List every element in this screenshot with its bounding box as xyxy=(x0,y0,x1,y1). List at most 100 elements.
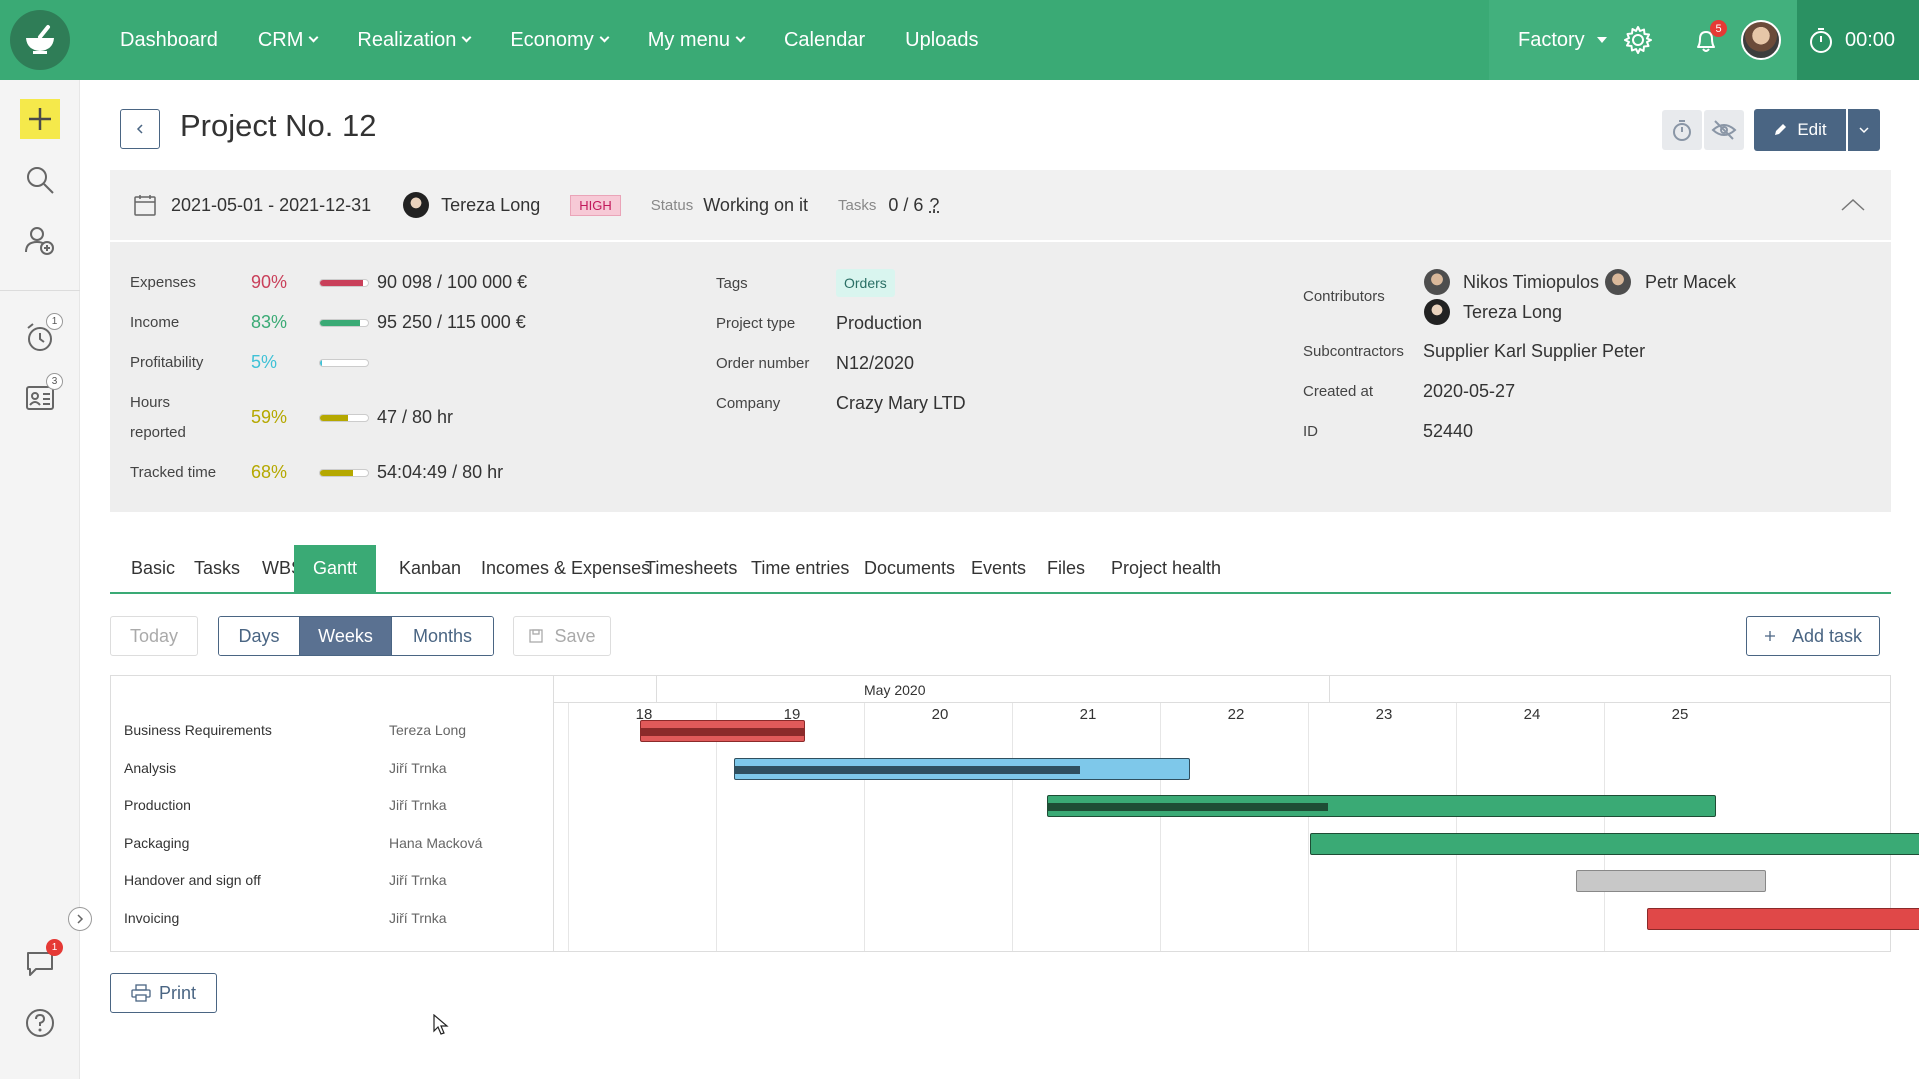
add-task-label: Add task xyxy=(1792,626,1862,647)
gantt-week-gridline xyxy=(568,703,569,951)
nav-item-dashboard[interactable]: Dashboard xyxy=(120,29,218,52)
gantt-task-name[interactable]: Analysis xyxy=(124,760,176,776)
project-type-label: Project type xyxy=(716,315,795,332)
help-icon xyxy=(24,1007,56,1039)
gantt-week-gridline xyxy=(1012,703,1013,951)
tab-basic[interactable]: Basic xyxy=(131,545,175,592)
chevron-right-icon xyxy=(75,914,85,924)
nav-item-uploads[interactable]: Uploads xyxy=(905,29,978,52)
scale-months-button[interactable]: Months xyxy=(392,617,493,655)
gantt-week-label: 20 xyxy=(925,706,955,723)
tag-chip[interactable]: Orders xyxy=(836,269,895,297)
gantt-task-bar[interactable] xyxy=(1047,795,1716,817)
chevron-up-icon[interactable] xyxy=(1840,197,1866,213)
tab-documents[interactable]: Documents xyxy=(864,545,955,592)
stopwatch-icon xyxy=(1807,26,1835,54)
nav-item-economy[interactable]: Economy xyxy=(510,29,607,52)
chevron-down-icon xyxy=(736,33,746,43)
status-value[interactable]: Working on it xyxy=(703,195,808,216)
nav-item-label: Economy xyxy=(510,29,593,52)
add-contact-button[interactable] xyxy=(20,220,60,260)
gantt-task-bar[interactable] xyxy=(640,720,806,742)
chevron-left-icon xyxy=(134,123,146,135)
metric-label-tracked: Tracked time xyxy=(130,464,216,481)
unfollow-button[interactable] xyxy=(1704,110,1744,150)
chat-button[interactable]: 1 xyxy=(20,943,60,983)
metric-bar-tracked xyxy=(319,469,369,477)
gantt-task-assignee: Jiří Trnka xyxy=(389,760,447,776)
timer-value: 00:00 xyxy=(1845,29,1895,52)
add-task-button[interactable]: Add task xyxy=(1746,616,1880,656)
print-button[interactable]: Print xyxy=(110,973,217,1013)
metric-value-income: 95 250 / 115 000 € xyxy=(377,312,526,333)
gantt-week-gridline xyxy=(1456,703,1457,951)
nav-item-realization[interactable]: Realization xyxy=(357,29,470,52)
metric-value-tracked: 54:04:49 / 80 hr xyxy=(377,462,503,483)
nav-item-calendar[interactable]: Calendar xyxy=(784,29,865,52)
chevron-down-icon xyxy=(599,33,609,43)
gantt-task-name[interactable]: Invoicing xyxy=(124,910,179,926)
user-avatar[interactable] xyxy=(1741,20,1781,60)
quick-add-button[interactable] xyxy=(20,99,60,139)
id-label: ID xyxy=(1303,423,1318,440)
edit-dropdown-button[interactable] xyxy=(1848,109,1880,151)
settings-button[interactable] xyxy=(1620,22,1656,58)
project-owner[interactable]: Tereza Long xyxy=(441,195,540,216)
tab-time-entries[interactable]: Time entries xyxy=(751,545,849,592)
gantt-task-bar[interactable] xyxy=(1576,870,1765,892)
save-button[interactable]: Save xyxy=(513,616,611,656)
notifications-button[interactable]: 5 xyxy=(1688,22,1724,58)
order-number-value: N12/2020 xyxy=(836,353,914,374)
save-button-label: Save xyxy=(554,626,595,647)
subcontractor-name[interactable]: Supplier Karl xyxy=(1423,341,1526,362)
gantt-task-assignee: Hana Macková xyxy=(389,835,482,851)
eye-off-icon xyxy=(1711,118,1737,142)
gantt-task-bar[interactable] xyxy=(1647,908,1919,930)
start-timer-button[interactable] xyxy=(1662,110,1702,150)
tab-files[interactable]: Files xyxy=(1047,545,1085,592)
tab-project-health[interactable]: Project health xyxy=(1111,545,1221,592)
nav-item-crm[interactable]: CRM xyxy=(258,29,318,52)
company-value[interactable]: Crazy Mary LTD xyxy=(836,393,966,414)
metric-value-expenses: 90 098 / 100 000 € xyxy=(377,272,527,293)
tab-timesheets[interactable]: Timesheets xyxy=(645,545,737,592)
tab-incomes-expenses[interactable]: Incomes & Expenses xyxy=(481,545,650,592)
scale-days-button[interactable]: Days xyxy=(219,617,299,655)
contacts-button[interactable]: 3 xyxy=(20,377,60,417)
back-button[interactable] xyxy=(120,109,160,149)
contributor-name[interactable]: Tereza Long xyxy=(1463,302,1562,323)
tab-gantt[interactable]: Gantt xyxy=(294,545,376,592)
print-button-label: Print xyxy=(159,983,196,1004)
metric-percent-tracked: 68% xyxy=(251,462,287,483)
gantt-task-name[interactable]: Handover and sign off xyxy=(124,872,261,888)
contributor-name[interactable]: Petr Macek xyxy=(1645,272,1736,293)
tab-tasks[interactable]: Tasks xyxy=(194,545,240,592)
nav-item-my-menu[interactable]: My menu xyxy=(648,29,744,52)
metric-bar-expenses xyxy=(319,279,369,287)
metric-bar-income xyxy=(319,319,369,327)
today-button[interactable]: Today xyxy=(110,616,198,656)
gantt-task-name[interactable]: Production xyxy=(124,797,191,813)
workspace-selector[interactable]: Factory xyxy=(1518,29,1607,52)
scale-weeks-button[interactable]: Weeks xyxy=(299,617,392,655)
reminders-button[interactable]: 1 xyxy=(20,317,60,357)
subcontractor-name[interactable]: Supplier Peter xyxy=(1531,341,1645,362)
metric-value-hours: 47 / 80 hr xyxy=(377,407,453,428)
edit-button[interactable]: Edit xyxy=(1754,109,1846,151)
tab-events[interactable]: Events xyxy=(971,545,1026,592)
search-button[interactable] xyxy=(20,160,60,200)
tab-kanban[interactable]: Kanban xyxy=(399,545,461,592)
gantt-task-name[interactable]: Packaging xyxy=(124,835,189,851)
sidebar-expand-toggle[interactable] xyxy=(68,907,92,931)
gantt-week-gridline xyxy=(1160,703,1161,951)
gantt-task-bar[interactable] xyxy=(1310,833,1919,855)
tasks-help[interactable]: ? xyxy=(929,195,939,216)
reminders-count-badge: 1 xyxy=(46,313,63,330)
time-tracker[interactable]: 00:00 xyxy=(1797,0,1919,80)
contributor-avatar xyxy=(1424,269,1450,295)
gantt-task-name[interactable]: Business Requirements xyxy=(124,722,272,738)
app-logo[interactable] xyxy=(10,10,70,70)
gantt-task-bar[interactable] xyxy=(734,758,1190,780)
contributor-name[interactable]: Nikos Timiopulos xyxy=(1463,272,1599,293)
help-button[interactable] xyxy=(20,1003,60,1043)
